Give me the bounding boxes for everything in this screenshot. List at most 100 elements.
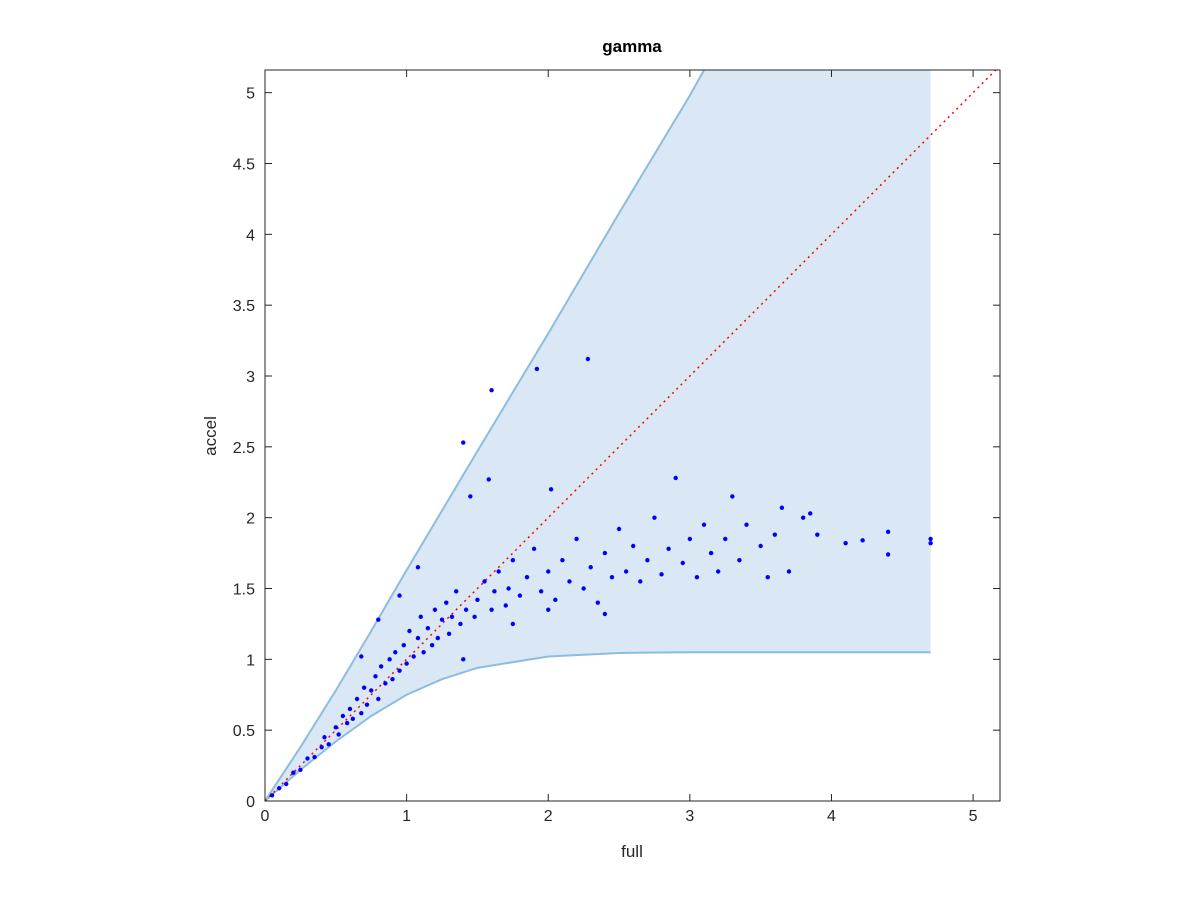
scatter-point <box>486 477 491 482</box>
scatter-point <box>546 607 551 612</box>
scatter-point <box>708 550 714 556</box>
scatter-point <box>393 650 398 655</box>
scatter-point <box>585 356 591 362</box>
scatter-point <box>463 607 469 612</box>
scatter-point <box>489 387 494 393</box>
x-tick-label: 4 <box>827 808 836 825</box>
y-tick-label: 2.5 <box>233 440 255 457</box>
scatter-point <box>376 617 381 622</box>
scatter-point <box>319 744 324 750</box>
y-axis-label: accel <box>201 416 220 456</box>
scatter-point <box>560 557 565 563</box>
scatter-point <box>415 565 421 570</box>
scatter-point <box>376 696 381 702</box>
scatter-point <box>444 600 449 605</box>
x-tick-label: 5 <box>969 808 978 825</box>
scatter-point <box>808 511 813 516</box>
scatter-point <box>361 685 367 690</box>
scatter-point <box>531 546 537 552</box>
scatter-point <box>429 642 435 648</box>
scatter-point <box>772 532 778 537</box>
scatter-point <box>397 593 402 598</box>
scatter-point <box>350 716 356 722</box>
scatter-point <box>404 661 409 666</box>
scatter-point <box>407 628 412 634</box>
scatter-point <box>461 440 466 445</box>
scatter-point <box>595 600 601 605</box>
scatter-point <box>510 557 516 563</box>
scatter-point <box>885 552 891 557</box>
scatter-point <box>581 586 586 591</box>
y-tick-label: 3 <box>246 369 255 386</box>
scatter-point <box>397 668 402 673</box>
scatter-point <box>538 589 544 594</box>
scatter-point <box>369 688 374 693</box>
scatter-point <box>815 532 820 537</box>
scatter-point <box>472 614 477 620</box>
scatter-point <box>666 546 671 552</box>
scatter-point <box>269 793 275 798</box>
chart-title: gamma <box>602 37 662 56</box>
scatter-point <box>489 607 494 612</box>
scatter-point <box>680 560 685 566</box>
x-axis-label: full <box>621 842 643 861</box>
scatter-point <box>779 505 785 510</box>
x-tick-label: 2 <box>544 808 553 825</box>
scatter-point <box>694 574 700 580</box>
band-lower-edge <box>265 651 931 801</box>
scatter-point <box>354 696 360 702</box>
y-tick-label: 3.5 <box>233 298 255 315</box>
scatter-point <box>517 593 523 598</box>
scatter-point <box>687 536 693 542</box>
scatter-point <box>458 621 463 627</box>
band-area <box>265 70 931 801</box>
y-tick-label: 4.5 <box>233 157 255 174</box>
scatter-point <box>373 674 378 679</box>
scatter-point <box>553 597 558 603</box>
scatter-point <box>446 631 452 637</box>
scatter-point <box>744 522 749 527</box>
scatter-point <box>800 515 806 520</box>
scatter-point <box>645 557 650 563</box>
scatter-point <box>411 654 416 659</box>
scatter-point <box>623 569 629 574</box>
axes-box <box>264 69 1001 802</box>
scatter-point <box>291 770 296 775</box>
scatter-point <box>378 664 384 669</box>
scatter-point <box>843 540 848 546</box>
scatter-point <box>364 702 370 707</box>
scatter-point <box>359 710 364 716</box>
scatter-point <box>506 586 511 591</box>
scatter-point <box>461 657 466 662</box>
scatter-point <box>425 625 431 631</box>
scatter-point <box>322 735 327 740</box>
scatter-point <box>602 611 608 617</box>
y-tick-label: 1 <box>246 652 255 669</box>
scatter-point <box>609 574 615 580</box>
scatter-point <box>567 579 572 584</box>
scatter-point <box>503 603 508 608</box>
scatter-point <box>305 756 310 761</box>
scatter-point <box>482 579 487 584</box>
scatter-point <box>435 635 440 641</box>
x-tick-label: 3 <box>685 808 694 825</box>
scatter-point <box>468 494 473 499</box>
plot-area <box>265 70 997 801</box>
scatter-point <box>588 565 593 570</box>
scatter-point <box>574 536 579 542</box>
scatter-point <box>298 767 303 773</box>
scatter-point <box>383 681 388 686</box>
scatter-point <box>534 366 540 372</box>
scatter-point <box>737 557 742 563</box>
scatter-point <box>673 475 678 481</box>
scatter-point <box>415 635 421 641</box>
scatter-point <box>602 550 608 556</box>
y-tick-label: 1.5 <box>233 582 255 599</box>
scatter-point <box>928 536 933 542</box>
scatter-point <box>390 676 395 682</box>
scatter-point <box>786 569 792 574</box>
scatter-point <box>510 621 516 627</box>
y-tick-label: 5 <box>246 86 255 103</box>
